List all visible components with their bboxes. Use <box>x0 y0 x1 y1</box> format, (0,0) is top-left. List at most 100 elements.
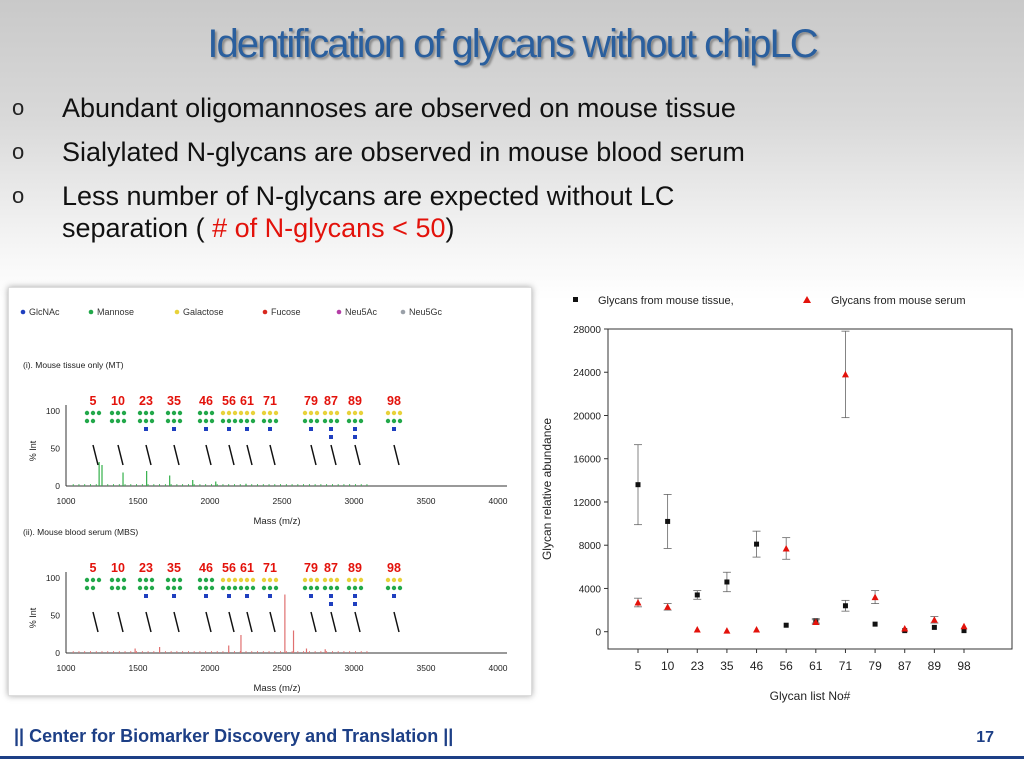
legend-label: Neu5Ac <box>345 307 378 317</box>
glycan-residue-symbol <box>352 418 358 424</box>
glycan-residue-symbol <box>137 577 143 583</box>
glycan-id-label: 35 <box>167 561 181 575</box>
glycan-residue-symbol <box>346 585 352 591</box>
glycan-residue-symbol <box>90 577 96 583</box>
glycan-residue-symbol <box>244 418 250 424</box>
glycan-residue-symbol <box>121 410 127 416</box>
glycan-residue-symbol <box>322 585 328 591</box>
glycan-residue-symbol <box>302 585 308 591</box>
glycan-residue-symbol <box>84 410 90 416</box>
glycan-glcnac-symbol <box>227 594 231 598</box>
legend-dot-galactose <box>174 309 180 315</box>
glycan-glcnac-symbol <box>227 427 231 431</box>
glycan-residue-symbol <box>314 418 320 424</box>
glycan-id-label: 89 <box>348 561 362 575</box>
glycan-residue-symbol <box>385 585 391 591</box>
glycan-residue-symbol <box>220 577 226 583</box>
spectrum-x-tick: 3000 <box>345 496 364 506</box>
glycan-residue-symbol <box>203 418 209 424</box>
glycan-glcnac-symbol <box>204 594 208 598</box>
legend-dot-glcnac <box>20 309 26 315</box>
spectrum-x-tick: 3500 <box>417 496 436 506</box>
glycan-residue-symbol <box>244 577 250 583</box>
glycan-residue-symbol <box>149 418 155 424</box>
x-tick-label: 10 <box>661 659 675 673</box>
point-tissue <box>842 603 848 609</box>
glycan-residue-symbol <box>171 410 177 416</box>
bullet-text-line2: separation ( <box>62 213 213 243</box>
bullet-text-close: ) <box>445 213 455 243</box>
point-tissue <box>694 592 700 598</box>
glycan-residue-symbol <box>115 577 121 583</box>
glycan-residue-symbol <box>171 585 177 591</box>
glycan-residue-symbol <box>197 418 203 424</box>
point-tissue <box>961 628 967 634</box>
glycan-residue-symbol <box>358 585 364 591</box>
glycan-residue-symbol <box>121 585 127 591</box>
point-tissue <box>665 518 671 524</box>
legend-dot-fucose <box>262 309 268 315</box>
spectrum-y-tick: 0 <box>55 648 60 658</box>
glycan-glcnac-symbol <box>268 427 272 431</box>
glycan-peak-pointer <box>269 611 276 633</box>
glycan-residue-symbol <box>250 410 256 416</box>
glycan-peak-pointer <box>173 611 180 633</box>
x-tick-label: 87 <box>898 659 912 673</box>
glycan-id-label: 79 <box>304 561 318 575</box>
glycan-residue-symbol <box>261 577 267 583</box>
bullet-list: o Abundant oligomannoses are observed on… <box>12 92 1012 256</box>
glycan-residue-symbol <box>346 418 352 424</box>
glycan-residue-symbol <box>328 410 334 416</box>
y-tick-label: 28000 <box>573 325 601 336</box>
point-serum <box>841 370 849 378</box>
glycan-peak-pointer <box>92 444 99 466</box>
glycan-id-label: 5 <box>90 394 97 408</box>
glycan-residue-symbol <box>96 577 102 583</box>
glycan-residue-symbol <box>302 418 308 424</box>
glycan-glcnac-symbol <box>353 602 357 606</box>
point-tissue <box>783 622 789 628</box>
glycan-residue-symbol <box>203 585 209 591</box>
glycan-residue-symbol <box>397 410 403 416</box>
bullet-marker: o <box>12 183 25 208</box>
glycan-id-label: 46 <box>199 561 213 575</box>
glycan-peak-pointer <box>145 444 152 466</box>
glycan-residue-symbol <box>109 585 115 591</box>
glycan-residue-symbol <box>232 585 238 591</box>
glycan-residue-symbol <box>302 410 308 416</box>
abundance-chart: 0 4000 8000 12000 16000 20000 24000 28000 5 10 23 3… <box>540 287 1020 717</box>
glycan-residue-symbol <box>314 577 320 583</box>
point-serum <box>782 544 790 552</box>
glycan-residue-symbol <box>322 418 328 424</box>
glycan-residue-symbol <box>273 585 279 591</box>
glycan-residue-symbol <box>314 410 320 416</box>
glycan-residue-symbol <box>328 585 334 591</box>
spectrum-y-label: % Int <box>28 440 38 461</box>
point-serum <box>871 593 879 601</box>
glycan-peak-pointer <box>330 444 337 466</box>
glycan-residue-symbol <box>238 577 244 583</box>
glycan-residue-symbol <box>109 577 115 583</box>
glycan-glcnac-symbol <box>329 435 333 439</box>
bullet-text: Abundant oligomannoses are observed on m… <box>62 93 736 123</box>
bullet-text: Sialylated N-glycans are observed in mou… <box>62 137 745 167</box>
glycan-residue-symbol <box>209 410 215 416</box>
glycan-glcnac-symbol <box>245 427 249 431</box>
legend-dot-mannose <box>88 309 94 315</box>
x-tick-label: 5 <box>635 659 642 673</box>
footer-center-name: || Center for Biomarker Discovery and Tr… <box>14 726 454 746</box>
glycan-residue-symbol <box>84 577 90 583</box>
glycan-residue-symbol <box>261 418 267 424</box>
glycan-id-label: 98 <box>387 561 401 575</box>
glycan-residue-symbol <box>308 418 314 424</box>
spectrum-x-label: Mass (m/z) <box>254 683 301 694</box>
glycan-id-label: 87 <box>324 394 338 408</box>
glycan-residue-symbol <box>203 410 209 416</box>
glycan-residue-symbol <box>165 418 171 424</box>
glycan-glcnac-symbol <box>353 427 357 431</box>
point-serum <box>812 618 820 625</box>
page-number: 17 <box>976 729 994 746</box>
spectrum-y-tick: 0 <box>55 481 60 491</box>
glycan-residue-symbol <box>165 577 171 583</box>
spectrum-x-tick: 1500 <box>129 496 148 506</box>
